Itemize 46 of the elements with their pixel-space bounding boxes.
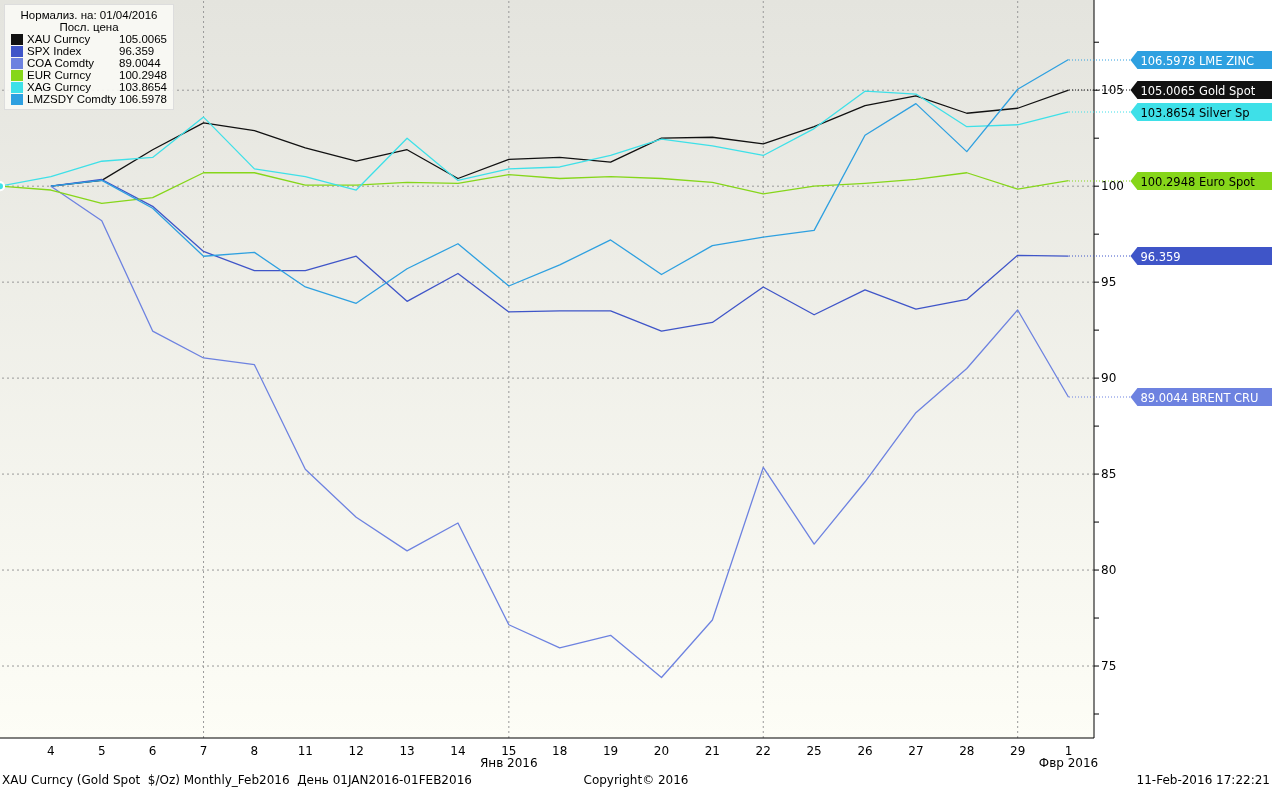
y-tick-label: 85 (1101, 467, 1117, 482)
legend-label: XAU Curncy 105.0065 (27, 33, 167, 45)
x-tick-label: 19 (602, 743, 619, 758)
x-tick-label: 27 (908, 743, 924, 758)
x-tick-label: 8 (250, 743, 259, 758)
y-tick-label: 90 (1101, 371, 1117, 386)
x-tick-label: 25 (806, 743, 822, 758)
x-tick-label: 11 (297, 743, 313, 758)
x-tick-label: 6 (148, 743, 157, 758)
x-tick-label: 29 (1010, 743, 1026, 758)
text: XAU Curncy (Gold Spot $/Oz) Monthly_Feb2016 День 01JAN2016-01FEB2016 (2, 773, 472, 787)
legend-label: SPX Index 96.359 (27, 45, 156, 57)
x-tick-label: 15 (501, 743, 517, 758)
annotation: 105.0065 Gold Spot (1139, 83, 1256, 98)
x-tick-label: 20 (653, 743, 670, 758)
x-tick-label: 14 (450, 743, 466, 758)
annotation: 100.2948 Euro Spot (1139, 174, 1255, 189)
x-tick-label: 4 (47, 743, 55, 758)
x-tick-label: 13 (399, 743, 415, 758)
x-tick-label: 22 (755, 743, 771, 758)
legend-label: LMZSDY Comdty 106.5978 (27, 93, 167, 105)
x-tick-label: 12 (348, 743, 364, 758)
annotation: 106.5978 LME ZINC (1139, 53, 1254, 68)
x-tick-label: 18 (552, 743, 568, 758)
text: Copyright© 2016 (583, 773, 689, 787)
y-tick-label: 95 (1101, 275, 1117, 290)
annotation: 89.0044 BRENT CRU (1139, 390, 1259, 405)
legend-label: COA Comdty 89.0044 (27, 57, 162, 69)
x-tick-label: 26 (857, 743, 873, 758)
text: Фвр 2016 (1037, 756, 1100, 770)
y-tick-label: 100 (1101, 179, 1124, 194)
x-tick-label: 28 (959, 743, 975, 758)
annotation: 96.359 (1139, 249, 1181, 264)
annotation: 103.8654 Silver Sp (1139, 105, 1250, 120)
legend-label: XAG Curncy 103.8654 (27, 81, 167, 93)
y-tick-label: 80 (1101, 563, 1117, 578)
y-tick-label: 75 (1101, 659, 1117, 674)
legend-label: EUR Curncy 100.2948 (27, 69, 167, 81)
x-tick-label: 1 (1064, 743, 1073, 758)
x-tick-label: 7 (199, 743, 208, 758)
text: Янв 2016 (479, 756, 539, 770)
legend-title: Нормализ. на: 01/04/2016 Посл. цена (19, 9, 159, 33)
x-tick-label: 21 (704, 743, 721, 758)
text: 11-Feb-2016 17:22:21 (1136, 773, 1270, 787)
x-tick-label: 5 (97, 743, 106, 758)
y-tick-label: 105 (1101, 83, 1124, 98)
